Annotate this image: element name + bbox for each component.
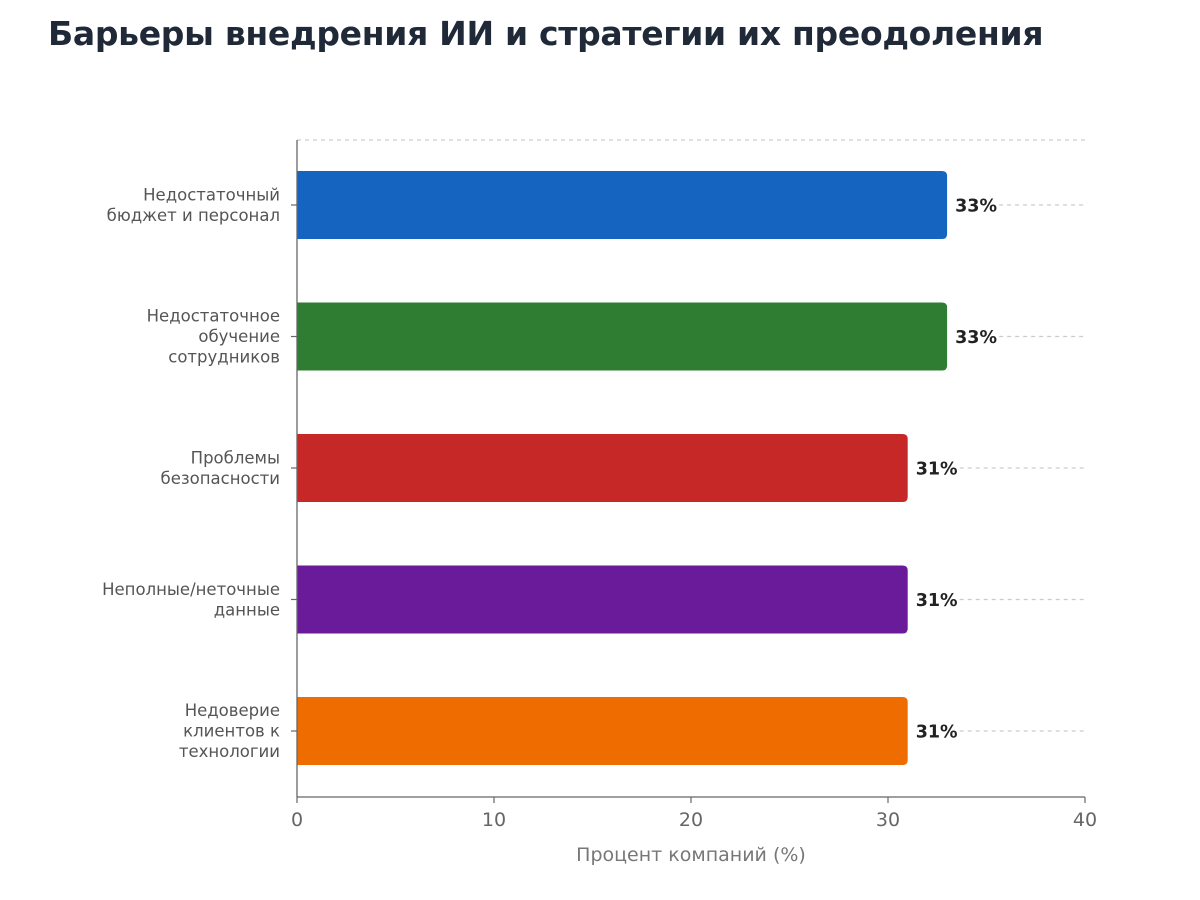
category-label: безопасности: [161, 469, 280, 488]
data-label: 31%: [916, 591, 958, 611]
category-label: обучение: [198, 327, 280, 346]
category-label: технологии: [179, 742, 280, 761]
x-tick-label: 20: [679, 809, 703, 831]
chart-title: Барьеры внедрения ИИ и стратегии их прео…: [48, 14, 1044, 53]
bar: [297, 434, 908, 502]
data-label: 33%: [955, 197, 997, 217]
category-label: сотрудников: [168, 348, 280, 367]
x-tick-label: 10: [482, 809, 506, 831]
bar: [297, 697, 908, 765]
category-label: Недостаточное: [147, 307, 280, 326]
category-label: бюджет и персонал: [107, 206, 280, 225]
category-label: Недостаточный: [143, 185, 280, 204]
data-label: 31%: [916, 460, 958, 480]
bar: [297, 171, 948, 239]
data-label: 31%: [916, 723, 958, 743]
category-label: Недоверие: [185, 701, 280, 720]
bar: [297, 565, 908, 634]
category-label: Неполные/неточные: [102, 580, 280, 599]
data-label: 33%: [955, 328, 997, 348]
bar: [297, 302, 948, 371]
category-label: клиентов к: [183, 722, 280, 741]
category-label: Проблемы: [191, 448, 280, 467]
x-tick-label: 0: [291, 809, 303, 831]
x-tick-label: 30: [876, 809, 900, 831]
x-axis-title: Процент компаний (%): [576, 844, 806, 866]
x-tick-label: 40: [1073, 809, 1097, 831]
category-label: данные: [214, 600, 280, 619]
